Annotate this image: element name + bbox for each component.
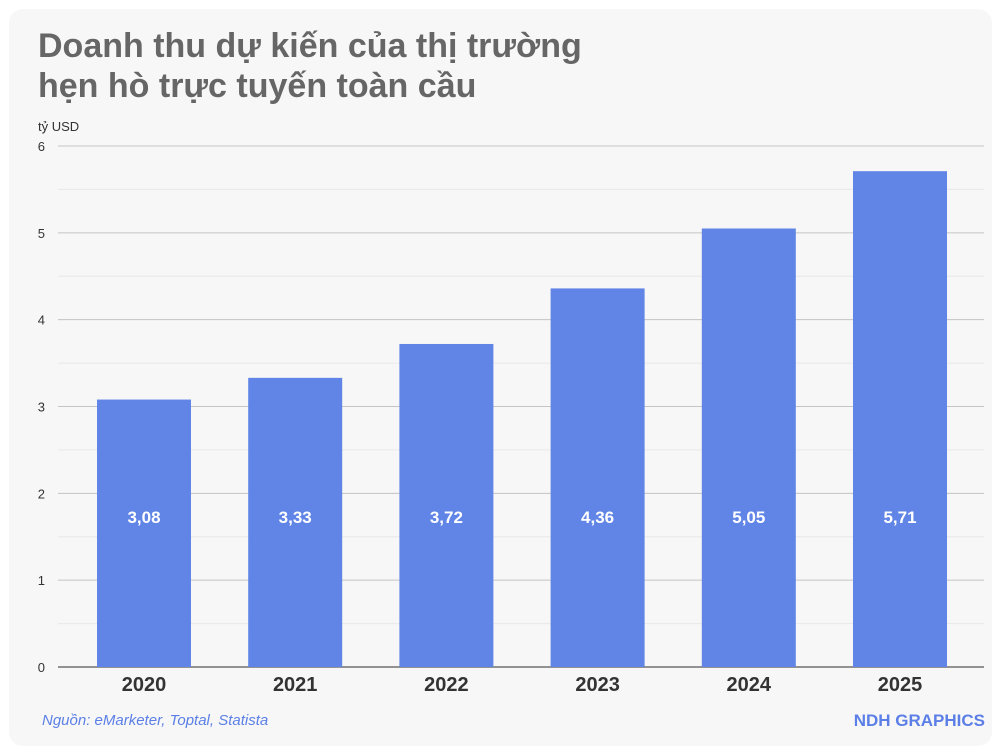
bar-2023 — [550, 288, 645, 667]
brand-label: NDH GRAPHICS — [853, 711, 985, 730]
bar-2020 — [97, 399, 191, 667]
y-tick-label: 0 — [38, 660, 45, 675]
chart-title-line-2: hẹn hò trực tuyến toàn cầu — [38, 67, 477, 105]
y-tick-label: 6 — [38, 139, 45, 154]
chart-title: Doanh thu dự kiến của thị trường hẹn hò … — [38, 26, 582, 106]
bar-value-label: 3,33 — [279, 508, 312, 527]
chart-title-line-1: Doanh thu dự kiến của thị trường — [38, 27, 582, 65]
x-category-label: 2024 — [727, 674, 772, 696]
y-tick-label: 3 — [38, 400, 45, 415]
bar-2022 — [399, 343, 494, 667]
bar-value-label: 3,08 — [127, 508, 160, 527]
x-category-label: 2020 — [122, 674, 167, 696]
source-note: Nguồn: eMarketer, Toptal, Statista — [42, 712, 269, 729]
x-category-label: 2021 — [273, 674, 318, 696]
bar-2024 — [701, 228, 796, 667]
x-category-label: 2025 — [878, 674, 923, 696]
bar-value-label: 3,72 — [430, 508, 463, 527]
y-tick-label: 2 — [38, 486, 45, 501]
bar-value-label: 5,05 — [732, 508, 765, 527]
x-category-label: 2022 — [424, 674, 469, 696]
y-tick-label: 4 — [38, 313, 45, 328]
bar-2021 — [248, 377, 343, 667]
bar-value-label: 4,36 — [581, 508, 614, 527]
y-tick-label: 5 — [38, 226, 45, 241]
bar-value-label: 5,71 — [883, 508, 916, 527]
bar-2025 — [853, 171, 947, 667]
x-category-label: 2023 — [575, 674, 620, 696]
y-tick-label: 1 — [38, 573, 45, 588]
y-axis-unit-label: tỷ USD — [38, 119, 80, 134]
